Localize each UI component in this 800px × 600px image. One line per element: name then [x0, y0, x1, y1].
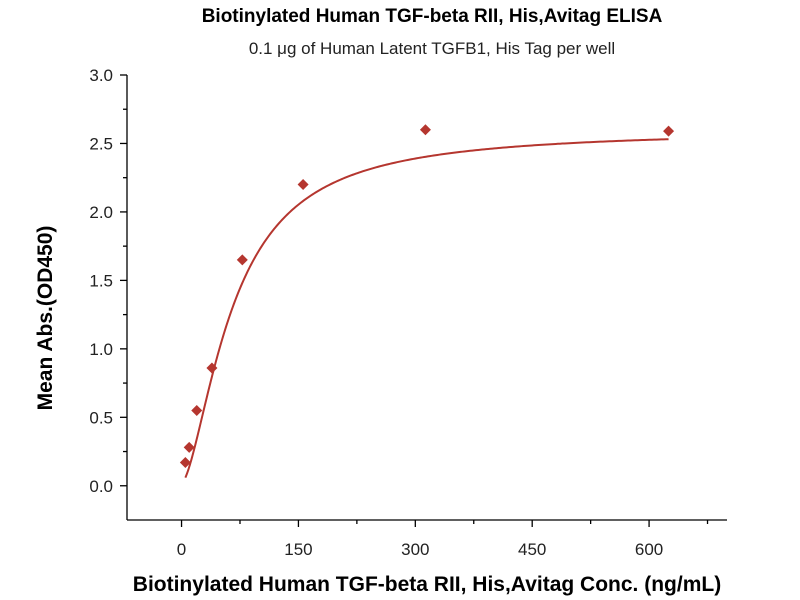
data-point [663, 125, 675, 137]
y-tick-label: 1.0 [89, 340, 113, 359]
data-point [236, 254, 248, 266]
data-point [179, 456, 191, 468]
axes: 0.0 0.5 1.0 1.5 2.0 2.5 3.0 0 150 300 450 600 [89, 66, 727, 559]
x-tick-label: 600 [635, 540, 663, 559]
data-point [191, 404, 203, 416]
y-tick-label: 1.5 [89, 271, 113, 290]
x-axis-label: Biotinylated Human TGF-beta RII, His,Avi… [133, 573, 721, 596]
x-tick-label: 300 [401, 540, 429, 559]
data-point [206, 362, 218, 374]
data-point [297, 179, 309, 191]
y-tick-label: 3.0 [89, 66, 113, 85]
chart-subtitle: 0.1 μg of Human Latent TGFB1, His Tag pe… [249, 39, 615, 58]
x-tick-label: 0 [177, 540, 186, 559]
data-points [179, 124, 675, 468]
chart-title: Biotinylated Human TGF-beta RII, His,Avi… [202, 6, 663, 27]
x-tick-label: 150 [284, 540, 312, 559]
y-axis-label: Mean Abs.(OD450) [34, 226, 57, 411]
fit-curve [184, 138, 669, 479]
y-tick-label: 2.0 [89, 203, 113, 222]
x-tick-label: 450 [518, 540, 546, 559]
y-tick-label: 0.5 [89, 408, 113, 427]
y-tick-label: 2.5 [89, 134, 113, 153]
data-point [183, 441, 195, 453]
y-tick-label: 0.0 [89, 477, 113, 496]
data-point [419, 124, 431, 136]
